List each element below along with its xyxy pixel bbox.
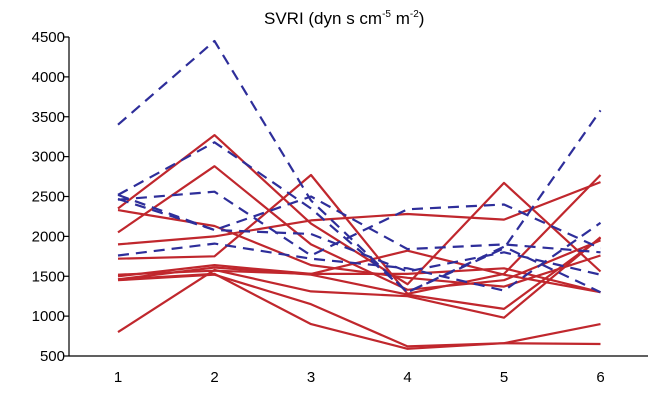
y-tick-label-500: 500 xyxy=(40,348,65,365)
chart-title-mid: m xyxy=(391,9,410,28)
series-line-17-dashed xyxy=(117,197,601,276)
y-tick-label-1500: 1500 xyxy=(32,268,65,285)
series-line-16-dashed xyxy=(117,221,602,292)
x-tick-label-6: 6 xyxy=(596,369,604,386)
series-line-3-solid xyxy=(117,209,601,288)
series-line-14-dashed xyxy=(117,190,601,257)
series-line-7-solid xyxy=(117,249,601,294)
series-line-6-solid xyxy=(117,264,601,294)
x-tick-label-4: 4 xyxy=(403,369,411,386)
x-tick-label-2: 2 xyxy=(210,369,218,386)
series-line-5-solid xyxy=(117,173,602,295)
y-tick-label-4000: 4000 xyxy=(32,69,65,86)
chart-title-sup-2: -2 xyxy=(410,9,419,20)
series-line-12-dashed xyxy=(117,39,602,294)
series-line-2-solid xyxy=(117,165,601,291)
series-line-13-dashed xyxy=(117,141,601,294)
y-tick-label-2500: 2500 xyxy=(32,189,65,206)
series-line-9-solid xyxy=(117,237,602,310)
x-tick-label-3: 3 xyxy=(307,369,315,386)
y-tick-label-2000: 2000 xyxy=(32,228,65,245)
chart-title-sup-1: -5 xyxy=(382,9,391,20)
series-line-10-solid xyxy=(117,236,602,334)
y-tick-label-3000: 3000 xyxy=(32,149,65,166)
series-line-4-solid xyxy=(117,181,601,246)
x-tick-label-1: 1 xyxy=(114,369,122,386)
series-layer xyxy=(117,39,602,350)
chart-title: SVRI (dyn s cm-5 m-2) xyxy=(264,9,424,28)
y-tick-label-3500: 3500 xyxy=(32,109,65,126)
axes-layer: 500 1000 1500 2000 2500 3000 3500 4000 4500 1 2 3 4 5… xyxy=(32,29,648,386)
x-tick-label-5: 5 xyxy=(500,369,508,386)
series-line-1-solid xyxy=(117,134,602,286)
series-line-11-solid xyxy=(117,272,601,350)
y-tick-label-1000: 1000 xyxy=(32,308,65,325)
chart-title-end: ) xyxy=(419,9,425,28)
chart-title-main: SVRI (dyn s cm xyxy=(264,9,382,28)
y-tick-label-4500: 4500 xyxy=(32,29,65,46)
series-line-15-dashed xyxy=(117,193,601,254)
